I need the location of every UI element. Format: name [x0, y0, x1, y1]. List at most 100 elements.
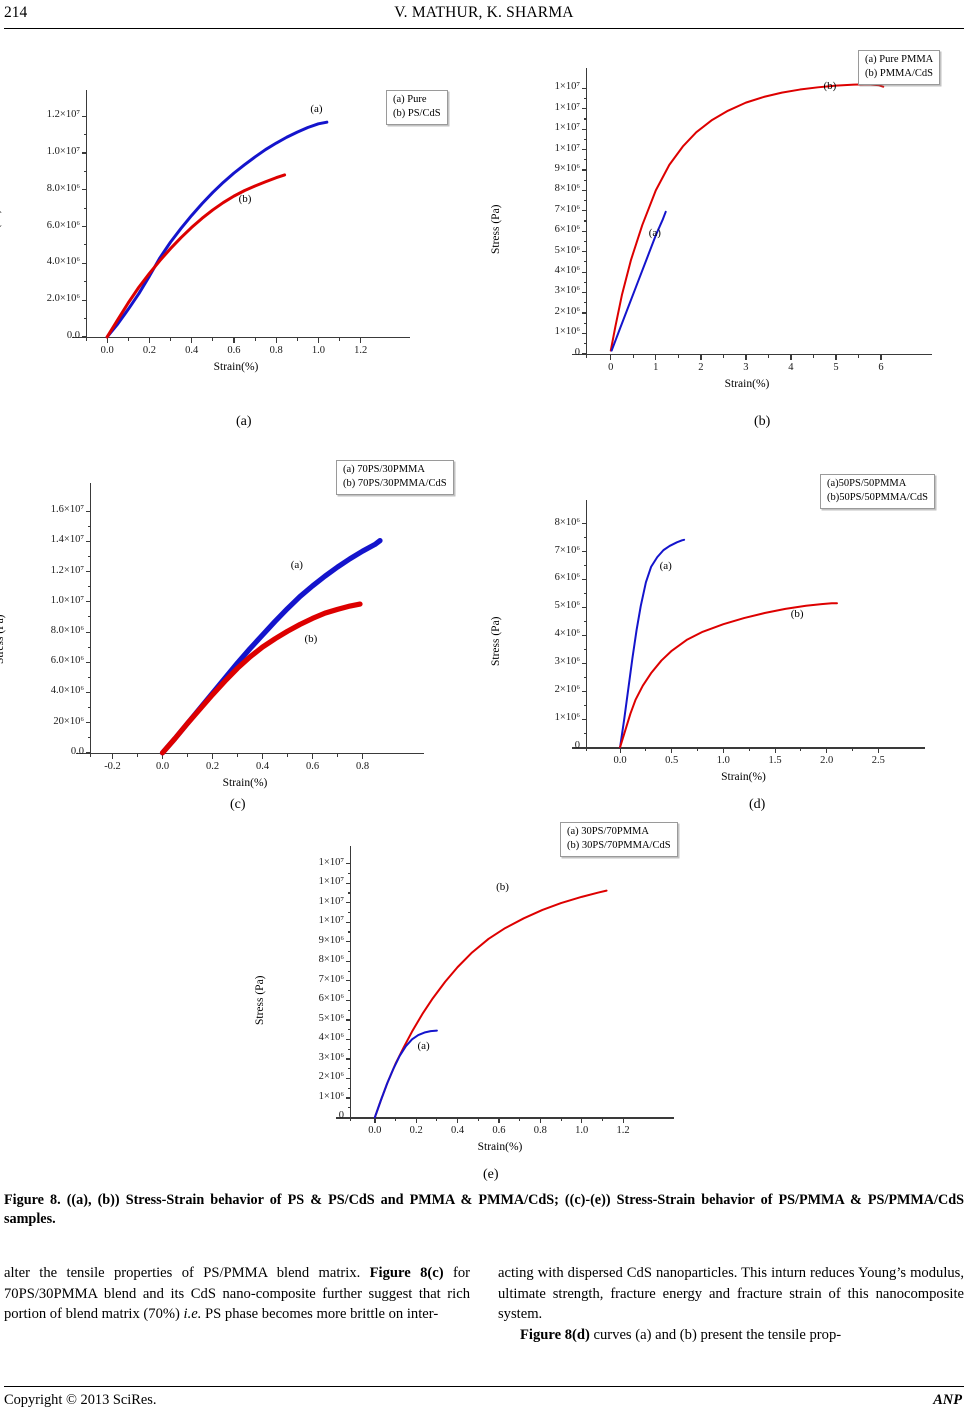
y-minor-tick: [583, 342, 587, 345]
curve-annotation: (b): [304, 633, 318, 646]
x-tick-label: 0.0: [368, 1125, 382, 1137]
y-tick: [346, 921, 351, 923]
x-axis-line: [336, 1117, 674, 1119]
y-tick: [346, 1019, 351, 1021]
x-minor-tick: [296, 337, 298, 341]
x-tick-label: 0.8: [269, 344, 283, 356]
body-paragraph-right-2: Figure 8(d) curves (a) and (b) present t…: [498, 1325, 964, 1346]
x-tick: [880, 354, 882, 360]
x-tick-label: 1.2: [354, 344, 368, 356]
x-minor-tick: [645, 748, 647, 752]
x-tick: [774, 748, 776, 754]
body-column-right: acting with dispersed CdS nanoparticles.…: [498, 1263, 964, 1346]
y-minor-tick: [347, 1048, 351, 1050]
y-minor-tick: [83, 244, 87, 246]
y-tick-label: 9×10⁶: [318, 934, 344, 946]
y-tick-label: 0: [574, 346, 580, 358]
y-tick-label: 4.0×10⁶: [46, 256, 80, 268]
figure-caption-label: Figure 8.: [4, 1192, 61, 1208]
y-minor-tick: [583, 732, 587, 734]
left-line1: alter the tensile properties of PS/PMMA …: [4, 1265, 370, 1281]
legend-entry: (b) 30PS/70PMMA/CdS: [567, 839, 671, 851]
y-tick-label: 1×10⁷: [554, 81, 580, 93]
copyright-notice: Copyright © 2013 SciRes.: [4, 1392, 157, 1408]
x-minor-tick: [601, 1118, 603, 1122]
x-minor-tick: [237, 753, 239, 757]
chart-panel-a: 0.0 2.0×10⁶ 4.0×10⁶ 6.0×10⁶ 8.0×10⁶ 1.0×10⁷ 1.…: [0, 42, 478, 432]
y-axis-line: [586, 500, 588, 752]
x-tick-label: 0.4: [185, 344, 199, 356]
x-tick: [374, 1118, 376, 1124]
y-tick-label: 1.0×10⁷: [50, 594, 84, 606]
x-tick: [826, 748, 828, 754]
x-minor-tick: [187, 753, 189, 757]
running-head-authors: V. MATHUR, K. SHARMA: [394, 4, 574, 21]
chart-legend: (a) Pure (b) PS/CdS: [386, 90, 448, 125]
y-tick: [582, 746, 587, 748]
footer-rule: [4, 1386, 964, 1387]
x-tick: [233, 337, 235, 343]
x-tick: [835, 354, 837, 360]
y-tick-label: 6.0×10⁶: [46, 219, 80, 231]
y-tick: [582, 634, 587, 637]
y-tick-label: 7×10⁶: [554, 203, 580, 215]
x-tick: [148, 337, 151, 343]
y-minor-tick: [87, 586, 91, 588]
y-axis-line: [350, 846, 352, 1122]
x-axis-title: Strain(%): [724, 377, 770, 390]
y-tick: [82, 189, 87, 191]
y-tick-label: 0.0: [70, 745, 84, 757]
y-minor-tick: [583, 302, 587, 304]
y-tick-label: 1.6×10⁷: [50, 504, 84, 516]
y-tick: [82, 336, 87, 338]
x-tick: [700, 354, 702, 360]
page-footer: Copyright © 2013 SciRes. ANP: [0, 1386, 968, 1414]
y-tick-label: 6×10⁶: [554, 224, 580, 236]
x-tick-label: 1: [653, 361, 659, 373]
y-tick-label: 1×10⁷: [554, 101, 580, 113]
y-minor-tick: [87, 525, 91, 527]
x-tick-label: 0.0: [155, 760, 170, 772]
curve-annotation: (b): [238, 192, 252, 205]
y-tick-label: 1.2×10⁷: [46, 109, 80, 121]
y-tick: [582, 353, 587, 355]
y-tick: [82, 152, 87, 154]
series-line: [373, 1029, 438, 1119]
y-minor-tick: [583, 240, 587, 242]
plot-curves: [373, 889, 608, 1119]
y-tick: [582, 523, 587, 525]
x-tick-label: 0.8: [355, 760, 370, 772]
y-axis-title: Stress (Pa): [254, 974, 266, 1025]
curve-annotation: (a): [659, 560, 672, 573]
x-tick: [619, 748, 621, 754]
legend-entry: (a) Pure: [393, 94, 427, 105]
y-minor-tick: [87, 737, 91, 739]
panel-subcaption-d: (d): [749, 797, 766, 812]
y-tick-label: 4×10⁶: [554, 628, 580, 640]
x-minor-tick: [137, 753, 139, 757]
y-tick-label: 1×10⁷: [318, 895, 344, 907]
y-minor-tick: [583, 138, 587, 140]
y-axis-title: Stress (Pa): [0, 614, 6, 664]
y-tick-label: 2.0×10⁶: [46, 293, 80, 305]
y-tick-label: 6×10⁶: [318, 993, 344, 1005]
x-tick-label: 1.2: [616, 1125, 630, 1137]
y-tick-label: 4×10⁶: [554, 265, 580, 276]
chart-panel-e: 0 1×10⁶ 2×10⁶ 3×10⁶ 4×10⁶ 5×10⁶ 6×10⁶ 7×10⁶ 8×10…: [240, 822, 730, 1192]
y-tick: [86, 661, 91, 663]
y-tick: [582, 128, 587, 130]
x-tick: [655, 354, 657, 360]
y-tick-label: 1×10⁷: [554, 122, 580, 134]
x-minor-tick: [857, 354, 860, 358]
y-tick-label: 3×10⁶: [554, 285, 580, 297]
y-tick-label: 2×10⁶: [554, 305, 580, 317]
x-tick-label: 0.4: [255, 760, 270, 772]
y-tick: [86, 722, 91, 724]
x-minor-tick: [212, 337, 214, 341]
y-tick: [582, 189, 587, 192]
journal-abbrev: ANP: [933, 1392, 962, 1408]
y-tick-label: 2×10⁶: [554, 684, 580, 696]
panel-subcaption-a: (a): [236, 414, 252, 429]
x-tick: [457, 1118, 459, 1124]
